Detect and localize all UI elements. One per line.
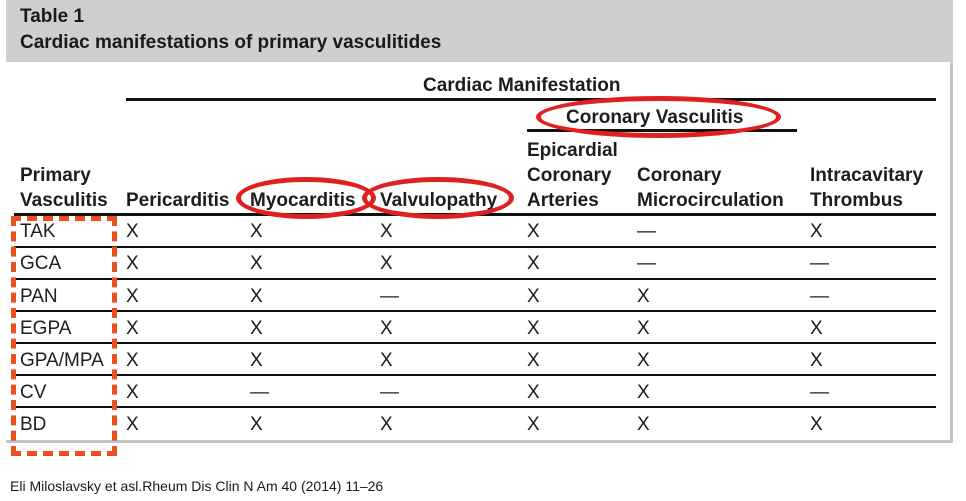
cell-myocarditis: X — [250, 350, 263, 371]
cell-pericarditis: X — [126, 318, 139, 339]
header-intracavitary-line2: Thrombus — [810, 190, 903, 211]
highlight-oval-coronary-vasculitis — [536, 96, 781, 138]
row-divider — [14, 278, 936, 280]
row-divider — [14, 406, 936, 408]
cell-microcirculation: — — [637, 221, 656, 242]
cell-pericarditis: X — [126, 253, 139, 274]
cell-microcirculation: X — [637, 286, 650, 307]
cell-epicardial: X — [527, 382, 540, 403]
cell-valvulopathy: — — [380, 286, 399, 307]
row-label: CV — [20, 382, 47, 403]
cell-epicardial: X — [527, 318, 540, 339]
row-label: PAN — [20, 286, 58, 307]
cell-valvulopathy: X — [380, 350, 393, 371]
cell-epicardial: X — [527, 414, 540, 435]
cell-thrombus: X — [810, 221, 823, 242]
cell-microcirculation: X — [637, 382, 650, 403]
table-title-bar: Table 1 Cardiac manifestations of primar… — [6, 0, 953, 62]
row-label: EGPA — [20, 318, 72, 339]
cell-valvulopathy: X — [380, 253, 393, 274]
table-number: Table 1 — [20, 6, 85, 27]
cell-myocarditis: X — [250, 286, 263, 307]
highlight-oval-myocarditis — [236, 177, 376, 219]
row-label: BD — [20, 414, 47, 435]
citation: Eli Miloslavsky et asl.Rheum Dis Clin N … — [10, 478, 384, 494]
header-epicardial-line2: Coronary — [527, 165, 612, 186]
cell-microcirculation: X — [637, 318, 650, 339]
highlight-dashed-box-primary-vasculitis — [11, 216, 117, 456]
cell-thrombus: X — [810, 414, 823, 435]
header-primary-line2: Vasculitis — [20, 190, 108, 211]
cell-epicardial: X — [527, 221, 540, 242]
header-pericarditis: Pericarditis — [126, 190, 230, 211]
row-label: TAK — [20, 221, 56, 242]
cell-myocarditis: — — [250, 382, 269, 403]
table-panel — [6, 0, 953, 443]
cell-thrombus: — — [810, 253, 829, 274]
cell-valvulopathy: X — [380, 414, 393, 435]
cell-myocarditis: X — [250, 253, 263, 274]
cell-valvulopathy: X — [380, 318, 393, 339]
cell-epicardial: X — [527, 253, 540, 274]
cell-valvulopathy: — — [380, 382, 399, 403]
cell-thrombus: — — [810, 286, 829, 307]
group-header-cardiac-manifestation: Cardiac Manifestation — [423, 75, 621, 96]
header-epicardial-line3: Arteries — [527, 190, 599, 211]
cell-valvulopathy: X — [380, 221, 393, 242]
cell-pericarditis: X — [126, 286, 139, 307]
header-coronary-line2: Microcirculation — [637, 190, 784, 211]
cell-pericarditis: X — [126, 350, 139, 371]
cell-epicardial: X — [527, 350, 540, 371]
header-intracavitary-line1: Intracavitary — [810, 165, 924, 186]
cell-thrombus: — — [810, 382, 829, 403]
group-header-rule — [126, 98, 936, 101]
header-primary-line1: Primary — [20, 165, 91, 186]
cell-myocarditis: X — [250, 221, 263, 242]
cell-myocarditis: X — [250, 414, 263, 435]
cell-microcirculation: X — [637, 414, 650, 435]
row-divider — [14, 342, 936, 344]
header-coronary-line1: Coronary — [637, 165, 722, 186]
row-divider — [14, 246, 936, 248]
cell-thrombus: X — [810, 350, 823, 371]
cell-pericarditis: X — [126, 382, 139, 403]
row-divider — [14, 374, 936, 376]
row-label: GCA — [20, 253, 62, 274]
highlight-oval-valvulopathy — [362, 177, 514, 219]
header-epicardial-line1: Epicardial — [527, 140, 618, 161]
cell-epicardial: X — [527, 286, 540, 307]
cell-thrombus: X — [810, 318, 823, 339]
cell-microcirculation: — — [637, 253, 656, 274]
row-label: GPA/MPA — [20, 350, 104, 371]
cell-myocarditis: X — [250, 318, 263, 339]
cell-pericarditis: X — [126, 221, 139, 242]
row-divider — [14, 310, 936, 312]
cell-pericarditis: X — [126, 414, 139, 435]
table-title: Cardiac manifestations of primary vascul… — [20, 32, 442, 53]
cell-microcirculation: X — [637, 350, 650, 371]
